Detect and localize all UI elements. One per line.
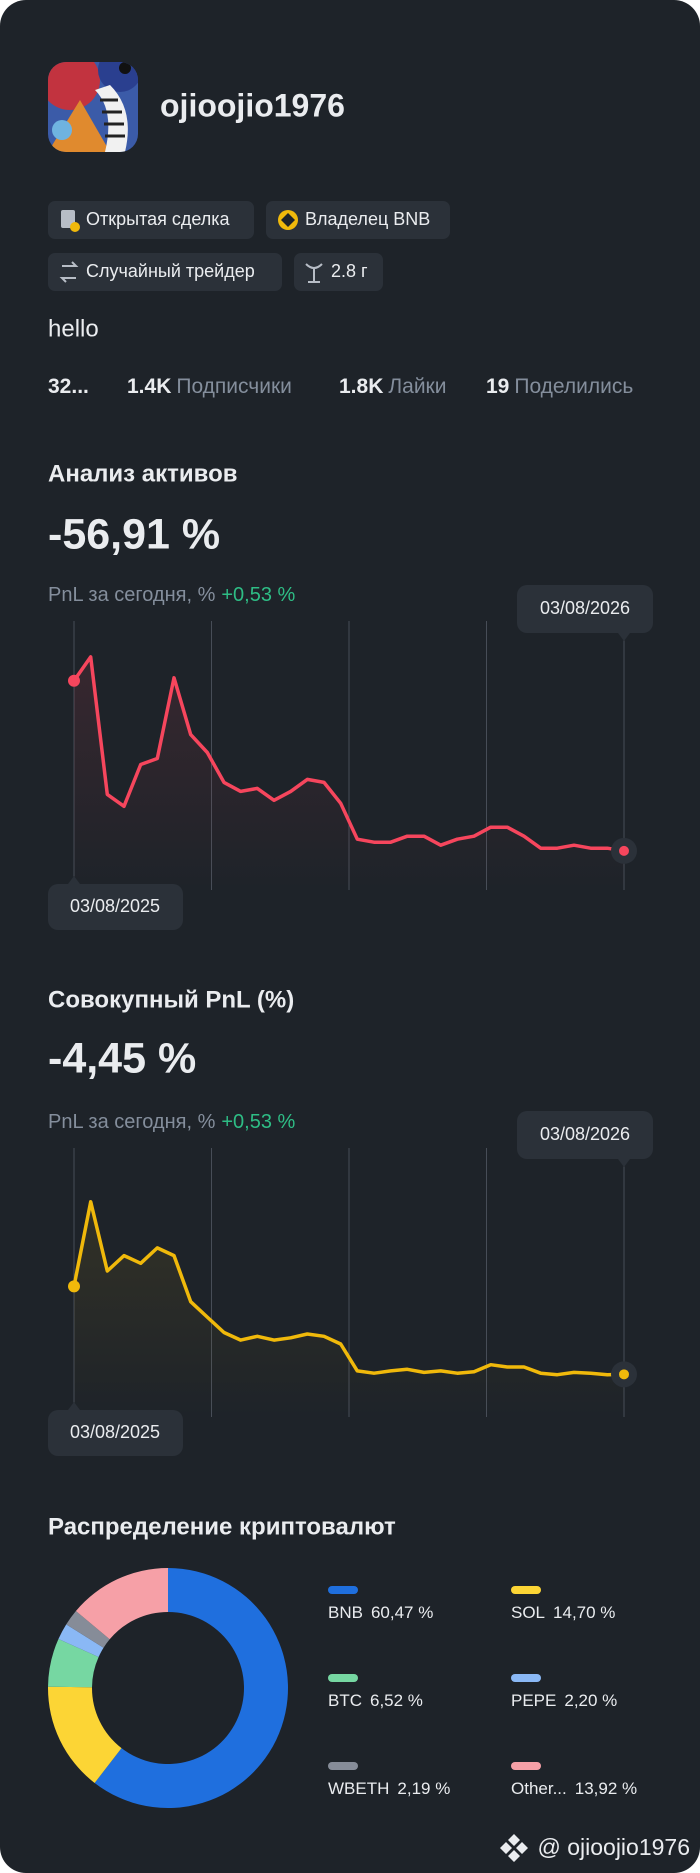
legend-value: 6,52 % xyxy=(370,1691,423,1710)
badge[interactable]: 2.8 г xyxy=(294,253,383,291)
section-title: Анализ активов xyxy=(48,460,238,487)
badge[interactable]: Открытая сделка xyxy=(48,201,254,239)
area xyxy=(74,1201,624,1417)
legend-value: 13,92 % xyxy=(575,1779,637,1798)
watermark-text: @ ojioojio1976 xyxy=(537,1834,690,1860)
headline-value: -4,45 % xyxy=(48,1034,196,1082)
legend-value: 14,70 % xyxy=(553,1603,615,1622)
start-point xyxy=(68,1280,80,1293)
legend-name: Other... xyxy=(511,1779,567,1798)
stat-label: Подписчики xyxy=(176,375,292,398)
date-tooltip xyxy=(517,585,653,633)
tooltip-pointer xyxy=(618,1159,630,1167)
donut-segment xyxy=(48,1686,122,1783)
legend-name: SOL xyxy=(511,1603,545,1622)
badge[interactable]: Случайный трейдер xyxy=(48,253,282,291)
date-tooltip xyxy=(48,1410,183,1456)
daily-change: +0,53 % xyxy=(221,1111,295,1133)
line xyxy=(72,655,625,853)
end-date: 03/08/2026 xyxy=(540,598,630,618)
bio: hello xyxy=(48,315,99,342)
badge-label: Случайный трейдер xyxy=(86,261,255,281)
stat[interactable]: 1.4K Подписчики xyxy=(127,375,292,398)
legend-value: 2,20 % xyxy=(564,1691,617,1710)
legend-swatch xyxy=(511,1586,541,1594)
legend-swatch xyxy=(511,1762,541,1770)
stat-label: Поделились xyxy=(514,375,633,398)
legend-value: 2,19 % xyxy=(397,1779,450,1798)
legend-item: BTC 6,52 % xyxy=(328,1691,423,1710)
headline-value: -56,91 % xyxy=(48,510,220,558)
donut-segment xyxy=(58,1624,104,1657)
daily-change: +0,53 % xyxy=(221,584,295,606)
subtitle: PnL за сегодня, % +0,53 % xyxy=(48,584,296,606)
legend-name: WBETH xyxy=(328,1779,389,1798)
badge-label: Открытая сделка xyxy=(86,209,231,229)
start-point xyxy=(68,674,80,687)
badge-label: Владелец BNB xyxy=(305,209,430,229)
tooltip-pointer xyxy=(68,1402,80,1410)
date-tooltip xyxy=(517,1111,653,1159)
tooltip-pointer xyxy=(618,633,630,641)
donut-segment xyxy=(48,1639,99,1688)
section-title: Распределение криптовалют xyxy=(48,1513,396,1540)
legend-item: WBETH 2,19 % xyxy=(328,1779,450,1798)
legend-value: 60,47 % xyxy=(371,1603,433,1622)
legend-item: BNB 60,47 % xyxy=(328,1603,433,1622)
badge[interactable]: Владелец BNB xyxy=(266,201,450,239)
watermark: @ ojioojio1976 xyxy=(500,1834,690,1862)
stat-label: Лайки xyxy=(388,375,446,398)
subtitle: PnL за сегодня, % +0,53 % xyxy=(48,1111,296,1133)
stat-value: 1.8K xyxy=(339,375,383,398)
legend-swatch xyxy=(328,1762,358,1770)
start-date: 03/08/2025 xyxy=(70,896,160,916)
stat[interactable]: 32... xyxy=(48,375,89,398)
stat-value: 32... xyxy=(48,375,89,398)
line xyxy=(72,1200,625,1377)
legend-name: BTC xyxy=(328,1691,362,1710)
date-tooltip xyxy=(48,884,183,930)
end-date: 03/08/2026 xyxy=(540,1124,630,1144)
legend-swatch xyxy=(328,1674,358,1682)
stat-value: 1.4K xyxy=(127,375,171,398)
stat-value: 19 xyxy=(486,375,509,398)
legend-swatch xyxy=(328,1586,358,1594)
legend-swatch xyxy=(511,1674,541,1682)
tooltip-pointer xyxy=(68,876,80,884)
username: ojioojio1976 xyxy=(160,87,345,123)
donut-segment xyxy=(75,1568,168,1640)
stat[interactable]: 19 Поделились xyxy=(486,375,633,398)
stat[interactable]: 1.8K Лайки xyxy=(339,375,446,398)
donut-segment xyxy=(94,1568,288,1809)
section-title: Совокупный PnL (%) xyxy=(48,986,294,1013)
legend-name: BNB xyxy=(328,1603,363,1622)
donut-segment xyxy=(66,1611,110,1648)
legend-item: Other... 13,92 % xyxy=(511,1779,637,1798)
subtitle-label: PnL за сегодня, % xyxy=(48,584,216,606)
subtitle-label: PnL за сегодня, % xyxy=(48,1111,216,1133)
legend-item: PEPE 2,20 % xyxy=(511,1691,617,1710)
area xyxy=(74,656,624,890)
end-point xyxy=(619,1369,629,1380)
badge-label: 2.8 г xyxy=(331,261,368,281)
legend-name: PEPE xyxy=(511,1691,556,1710)
legend-item: SOL 14,70 % xyxy=(511,1603,615,1622)
start-date: 03/08/2025 xyxy=(70,1422,160,1442)
end-point xyxy=(619,845,629,856)
